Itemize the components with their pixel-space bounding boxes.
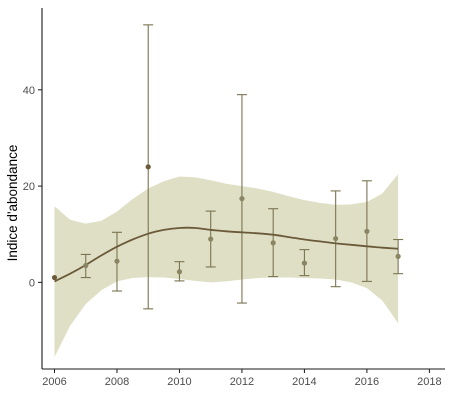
point-layer [51, 164, 401, 281]
data-point-2009 [145, 164, 151, 170]
x-tick-label-2006: 2006 [42, 376, 66, 388]
data-point-2011 [208, 236, 214, 242]
data-point-2010 [176, 269, 183, 275]
data-point-2013 [270, 240, 276, 246]
y-tick-label-20: 20 [23, 181, 35, 193]
y-tick-label-0: 0 [29, 277, 35, 289]
x-tick-label-2014: 2014 [292, 376, 316, 388]
x-tick-label-2018: 2018 [417, 376, 441, 388]
trend-line [54, 226, 399, 283]
x-ticks: 2006 2008 2010 2012 2014 2016 2018 [42, 369, 442, 388]
ribbon-layer [54, 174, 399, 357]
data-point-2017 [395, 253, 401, 259]
data-point-2006 [51, 274, 58, 281]
x-tick-label-2008: 2008 [105, 376, 129, 388]
x-tick-label-2010: 2010 [167, 376, 191, 388]
data-point-2007 [83, 262, 89, 269]
data-point-2016 [364, 228, 370, 234]
confidence-ribbon [54, 174, 399, 357]
data-point-2012 [239, 196, 245, 202]
y-ticks: 0 20 40 [23, 85, 42, 289]
data-point-2014 [301, 260, 308, 266]
data-point-2015 [333, 235, 339, 242]
x-tick-label-2016: 2016 [355, 376, 379, 388]
x-tick-label-2012: 2012 [230, 376, 254, 388]
axes [41, 8, 445, 370]
data-point-2008 [114, 258, 120, 264]
trend-layer [54, 226, 399, 283]
y-tick-label-40: 40 [23, 85, 35, 97]
y-axis-title: Indice d'abondance [5, 145, 20, 262]
